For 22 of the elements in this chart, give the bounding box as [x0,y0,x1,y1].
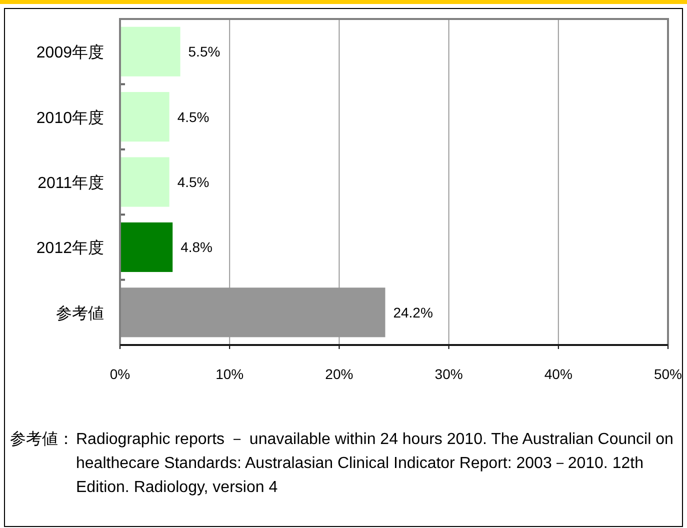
x-tick-label: 40% [544,366,572,382]
data-label: 4.8% [180,239,213,256]
y-tick-label: 2012年度 [36,239,104,258]
data-label: 4.5% [177,108,210,125]
data-label: 4.5% [177,174,210,190]
text: 参考値： [10,430,74,448]
x-tick-label: 0% [110,366,130,382]
bar [120,92,170,142]
y-tick-label: 2011年度 [38,174,104,192]
x-tick-label: 50% [654,366,682,382]
x-tick-label: 30% [434,366,463,382]
x-tick-label: 10% [216,366,244,382]
text: Radiographic reports － unavailable within 24 hours 2010. The Australian Council on healthecare Standards: Australasian Clinical Indicator Report: 2003－2010. 12th Edition. Radiology, version 4 [76,431,674,496]
y-tick-label: 2010年度 [36,108,104,127]
data-label: 24.2% [393,304,433,320]
y-tick-label: 2009年度 [36,44,104,62]
data-label: 5.5% [188,44,220,60]
bar [120,157,170,207]
y-tick-label: 参考値 [56,304,104,322]
bar [120,26,180,76]
bar [120,222,173,272]
x-tick-label: 20% [325,366,354,382]
